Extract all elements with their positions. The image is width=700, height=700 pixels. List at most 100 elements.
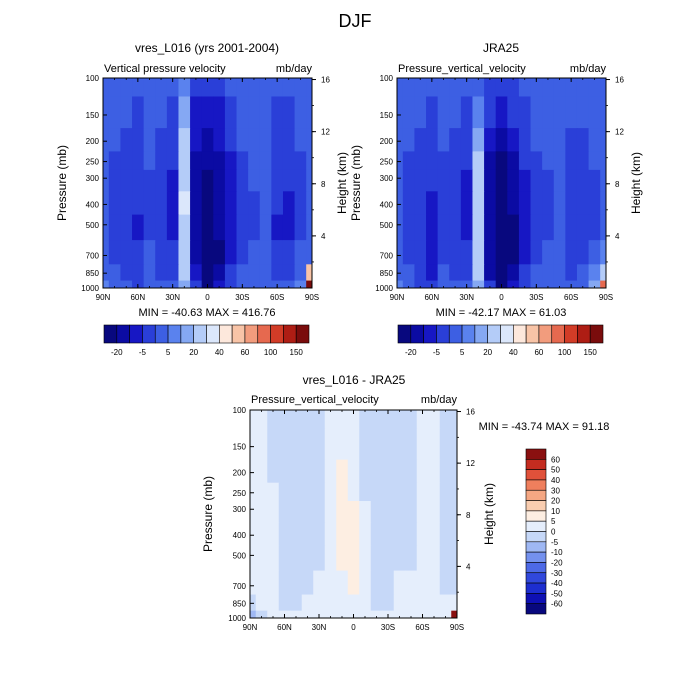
- heatmap-cell: [178, 214, 191, 241]
- heatmap-cell: [472, 240, 485, 265]
- heatmap-cell: [190, 78, 203, 98]
- heatmap-cell: [294, 96, 307, 129]
- heatmap-cell: [451, 610, 457, 618]
- heatmap-cell: [472, 96, 485, 129]
- heatmap-cell: [120, 240, 133, 265]
- heatmap-cell: [382, 522, 395, 546]
- heatmap-cell: [190, 214, 203, 241]
- heatmap-cell: [370, 459, 383, 484]
- heatmap-cell: [405, 428, 418, 461]
- heatmap-cell: [336, 459, 349, 484]
- heatmap-cell: [449, 78, 462, 98]
- heatmap-cell: [414, 191, 427, 216]
- heatmap-cell: [382, 482, 395, 502]
- x-tick-label: 30S: [235, 293, 249, 302]
- heatmap-cell: [588, 240, 601, 265]
- y-tick-label: 150: [86, 111, 100, 120]
- y-tick-label: 700: [380, 251, 394, 260]
- heatmap-cell: [553, 240, 566, 265]
- colorbar-label: -40: [551, 579, 563, 588]
- heatmap-cell: [278, 482, 291, 502]
- heatmap-cell: [248, 191, 261, 216]
- height-tick-label: 4: [321, 232, 326, 241]
- heatmap-cell: [224, 78, 238, 98]
- colorbar-label: 100: [558, 348, 572, 357]
- heatmap-cell: [324, 610, 337, 618]
- heatmap-cell: [449, 169, 462, 192]
- heatmap-cell: [143, 191, 156, 216]
- heatmap-cell: [397, 78, 404, 98]
- heatmap-cell: [224, 191, 238, 216]
- heatmap-cell: [416, 459, 429, 484]
- y-tick-label: 100: [233, 406, 247, 415]
- heatmap-cell: [553, 191, 566, 216]
- panel-title: vres_L016 (yrs 2001-2004): [135, 41, 279, 55]
- heatmap-cell: [382, 570, 395, 596]
- height-axis-ticks: 16 12 8 4: [457, 408, 475, 593]
- heatmap-cell: [267, 522, 280, 546]
- heatmap-cell: [282, 264, 296, 282]
- heatmap-cell: [248, 128, 261, 152]
- heatmap-cell: [507, 169, 520, 192]
- heatmap-cell: [301, 610, 314, 618]
- heatmap-cell: [103, 240, 110, 265]
- heatmap-cell: [190, 264, 203, 282]
- heatmap-cell: [426, 151, 439, 171]
- heatmap-cell: [414, 169, 427, 192]
- heatmap-cell: [248, 78, 261, 98]
- colorbar-swatch: [525, 324, 540, 344]
- heatmap-cell: [178, 169, 191, 192]
- heatmap-cell: [155, 96, 168, 129]
- y-axis-ticks: 100 150 200 250 300 400 500 700 850 1000: [375, 74, 401, 293]
- heatmap-cell: [213, 151, 226, 171]
- heatmap-cell: [224, 264, 238, 282]
- heatmap-cell: [294, 214, 307, 241]
- heatmap-cell: [290, 570, 303, 596]
- panel-title: JRA25: [483, 41, 519, 55]
- heatmap-cell: [347, 428, 360, 461]
- heatmap-cell: [439, 545, 452, 572]
- x-axis-ticks: 90N 60N 30N 0 30S 60S 90S: [390, 78, 613, 302]
- y-axis-label: Pressure (mb): [55, 145, 69, 221]
- heatmap-cell: [359, 545, 372, 572]
- heatmap-cell: [397, 240, 404, 265]
- heatmap-cell: [507, 191, 520, 216]
- heatmap-cell: [472, 264, 485, 282]
- heatmap-cell: [271, 214, 284, 241]
- heatmap-cell: [576, 280, 590, 288]
- colorbar-swatch: [116, 324, 130, 344]
- heatmap-cell: [267, 545, 280, 572]
- heatmap-cell: [324, 428, 337, 461]
- height-axis-label: Height (km): [335, 152, 349, 214]
- heatmap-cell: [600, 240, 606, 265]
- heatmap-cell: [267, 459, 280, 484]
- colorbar-label: 40: [509, 348, 518, 357]
- colorbar-label: 60: [534, 348, 543, 357]
- heatmap-cell: [306, 214, 312, 241]
- heatmap-cell: [451, 459, 457, 484]
- panel-left-label: Vertical pressure velocity: [104, 63, 226, 75]
- height-axis-ticks: 16 12 8 4: [312, 76, 330, 263]
- heatmap-cell: [600, 191, 606, 216]
- heatmap-cell: [426, 191, 439, 216]
- colorbar-label: -20: [111, 348, 123, 357]
- heatmap-cell: [507, 128, 520, 152]
- heatmap-cell: [451, 428, 457, 461]
- heatmap-cell: [600, 78, 606, 98]
- heatmap-cell: [250, 610, 257, 618]
- heatmap-cell: [416, 594, 429, 612]
- heatmap-cell: [402, 151, 416, 171]
- heatmap-cell: [143, 240, 156, 265]
- y-tick-label: 200: [86, 137, 100, 146]
- heatmap-cell: [449, 264, 462, 282]
- heatmap-cell: [588, 151, 601, 171]
- colorbar-swatch: [538, 324, 553, 344]
- heatmap-cell: [359, 570, 372, 596]
- heatmap-cell: [290, 459, 303, 484]
- heatmap-cell: [507, 78, 520, 98]
- heatmap-cell: [426, 214, 439, 241]
- heatmap-cell: [576, 169, 590, 192]
- heatmap-cell: [495, 169, 508, 192]
- heatmap-cell: [290, 482, 303, 502]
- heatmap-cell: [439, 610, 452, 618]
